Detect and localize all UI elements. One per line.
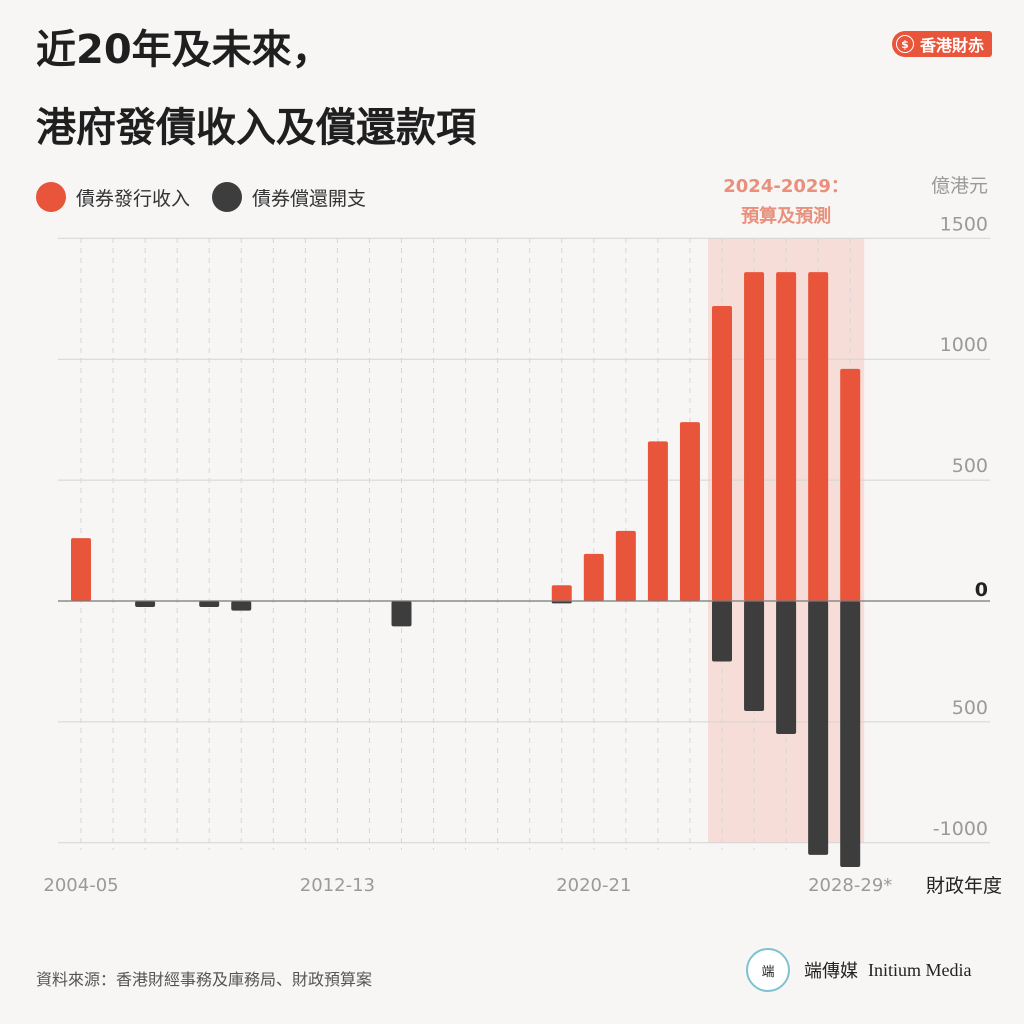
repayment-bar-2019-20: [551, 601, 572, 604]
legend-label-repayment: 債券償還開支: [252, 187, 367, 210]
issuance-bar-2020-21: [583, 553, 604, 601]
x-tick-label: 2012-13: [300, 875, 375, 896]
y-tick-label: 0: [975, 579, 988, 601]
legend-label-issuance: 債券發行收入: [76, 187, 191, 210]
legend-item-repayment: 債券償還開支: [212, 182, 366, 212]
repayment-bar-2024-25: [712, 601, 732, 662]
brand-tag: $ 香港財赤: [891, 31, 992, 57]
repayment-bar-2026-27: [776, 601, 797, 734]
x-tick-label: 2020-21: [556, 875, 631, 896]
repayment-bar-2027-28: [808, 601, 829, 855]
issuance-bar-2022-23: [647, 441, 668, 601]
highlight-label-line1: 2024-2029：: [723, 176, 849, 197]
y-tick-label: 1500: [940, 213, 988, 235]
issuance-bar-2025-26: [744, 272, 765, 601]
y-tick-label: 1000: [940, 334, 988, 356]
legend-swatch-repayment: [212, 182, 243, 212]
logo-chinese-name: 端傳媒: [804, 961, 858, 982]
legend-swatch-issuance: [36, 182, 66, 212]
issuance-bar-2028-29: [840, 368, 861, 601]
y-tick-label: 500: [952, 697, 988, 719]
issuance-bar-2019-20: [551, 585, 572, 601]
repayment-bar-2014-15: [391, 601, 412, 627]
brand-label: 香港財赤: [919, 36, 984, 55]
initium-logo: 端 端傳媒 Initium Media: [746, 948, 971, 992]
chart-title-line1: 近20年及未來，: [36, 27, 332, 73]
source-note: 資料來源：香港財經事務及庫務局、財政預算案: [36, 970, 373, 989]
x-tick-label: 2004-05: [43, 875, 118, 896]
y-unit-label: 億港元: [931, 175, 988, 197]
issuance-bar-2004-05: [71, 538, 91, 601]
dollar-coin-icon: $: [895, 35, 914, 53]
issuance-bar-2024-25: [712, 306, 732, 601]
chart-title-line2: 港府發債收入及償還款項: [36, 105, 476, 151]
highlight-label-line2: 預算及預測: [741, 205, 831, 227]
repayment-bar-2006-07: [135, 601, 156, 608]
repayment-bar-2028-29: [840, 601, 861, 867]
issuance-bar-2026-27: [776, 272, 797, 601]
initium-mark-icon: 端: [746, 948, 790, 992]
legend: 債券發行收入 債券償還開支: [36, 182, 388, 212]
issuance-bar-2023-24: [679, 422, 700, 601]
repayment-bar-2025-26: [744, 601, 765, 712]
repayment-bar-2009-10: [231, 601, 252, 611]
logo-english-name: Initium Media: [868, 959, 972, 980]
x-tick-label: 2028-29*: [808, 875, 892, 896]
x-axis-label: 財政年度: [926, 875, 1002, 897]
y-tick-label: 500: [952, 455, 988, 477]
issuance-bar-2021-22: [615, 530, 636, 601]
y-tick-label: -1000: [933, 818, 988, 840]
legend-item-issuance: 債券發行收入: [36, 182, 190, 212]
repayment-bar-2008-09: [199, 601, 220, 608]
issuance-bar-2027-28: [808, 272, 829, 601]
